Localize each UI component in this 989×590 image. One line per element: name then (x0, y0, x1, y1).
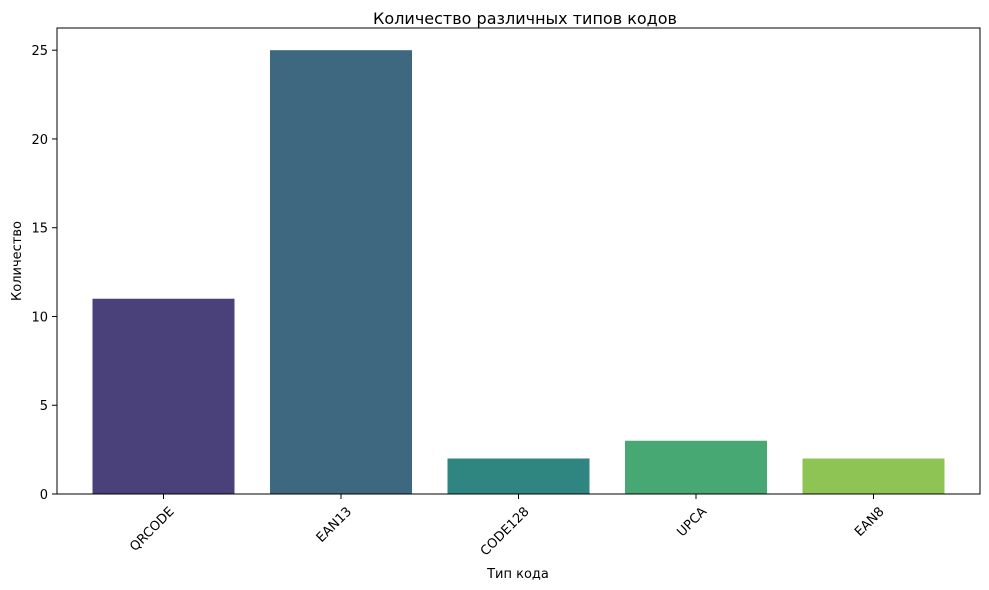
y-tick-label: 5 (40, 399, 48, 414)
y-tick-label: 20 (31, 133, 48, 148)
bar-ean8 (802, 458, 945, 494)
bars (92, 50, 945, 494)
y-tick-label: 25 (31, 44, 48, 59)
x-tick-label: CODE128 (478, 504, 533, 559)
x-axis-ticks: QRCODE EAN13 CODE128 UPCA EAN8 (127, 494, 888, 559)
y-tick-label: 10 (31, 310, 48, 325)
bar-upca (625, 440, 767, 494)
bar-ean13 (270, 50, 412, 494)
x-tick-label: EAN8 (852, 504, 887, 539)
x-tick-label: UPCA (674, 504, 710, 540)
y-axis-label: Количество (10, 221, 25, 301)
x-axis-label: Тип кода (486, 567, 549, 582)
y-tick-label: 15 (31, 222, 48, 237)
x-tick-label: EAN13 (314, 504, 355, 545)
y-tick-label: 0 (40, 488, 48, 503)
x-tick-label: QRCODE (127, 504, 177, 554)
y-axis-ticks: 0 5 10 15 20 25 (31, 44, 57, 503)
chart-title: Количество различных типов кодов (373, 9, 677, 28)
plot-frame (56, 27, 981, 495)
bar-qrcode (92, 298, 235, 494)
bar-code128 (447, 458, 590, 494)
plot-area: 0 5 10 15 20 25 QRCODE EAN13 CODE128 UPCA EAN8 (31, 27, 981, 559)
